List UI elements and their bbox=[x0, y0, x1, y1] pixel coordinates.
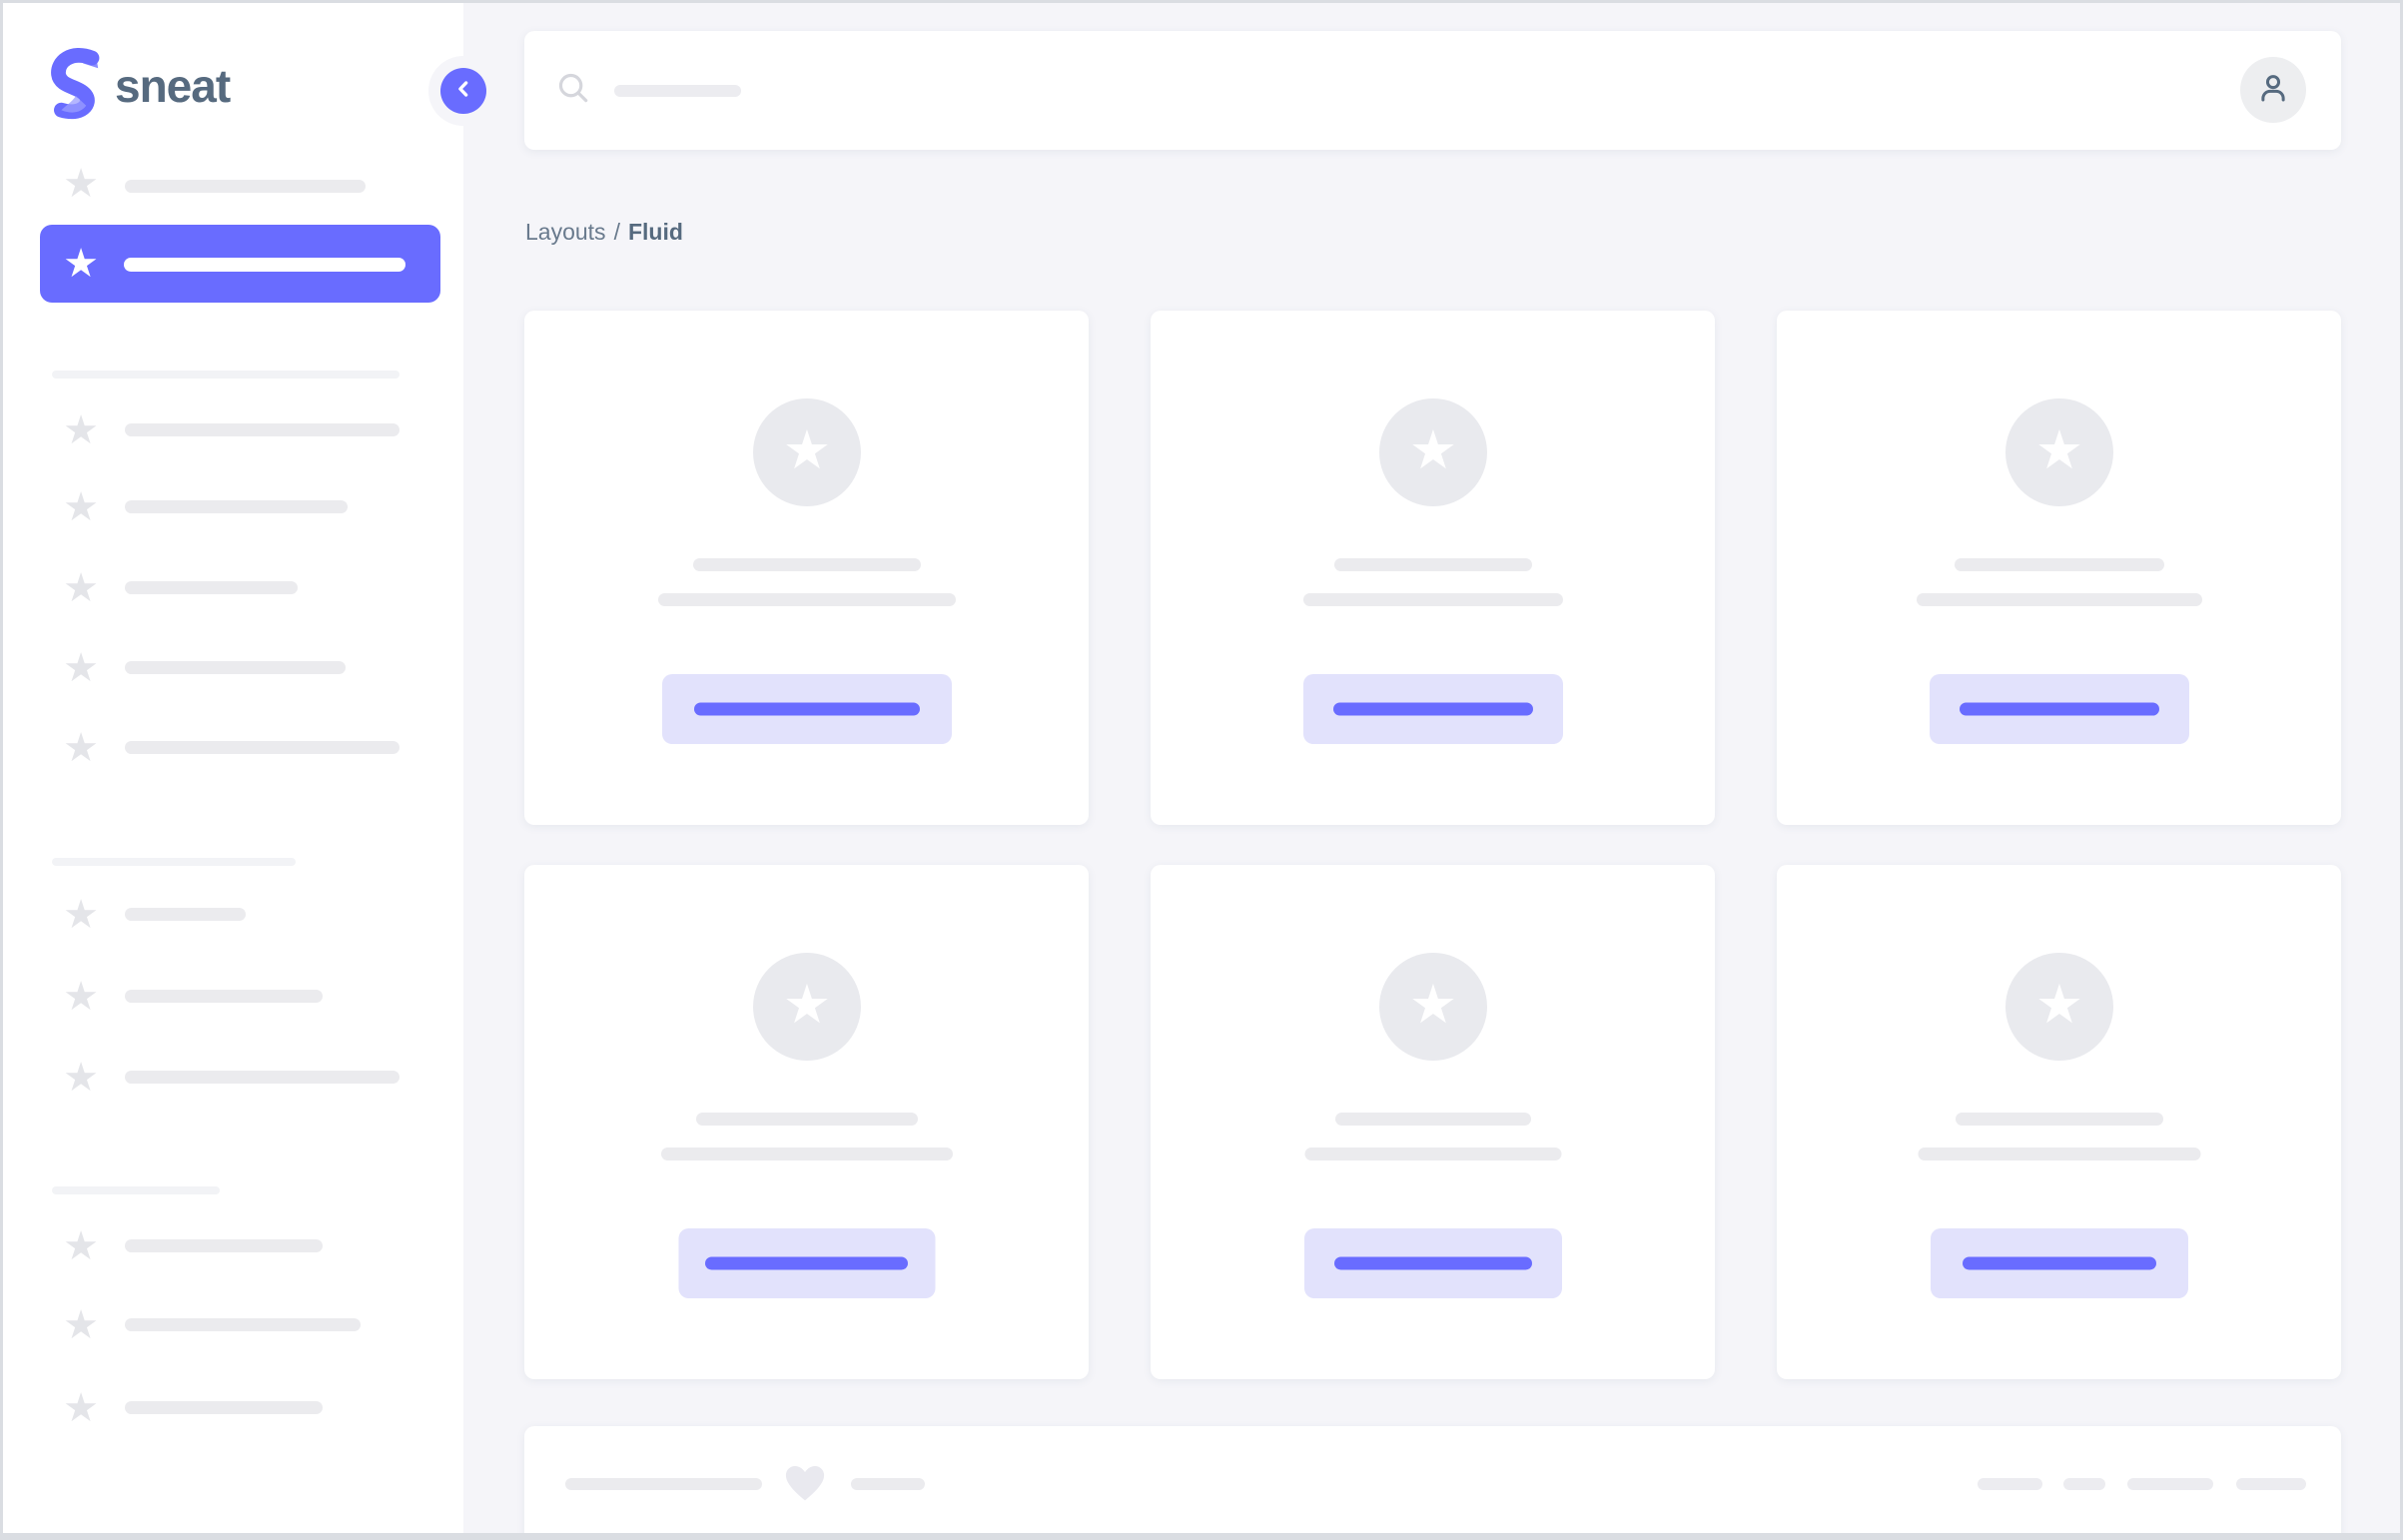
skeleton-section-title bbox=[52, 371, 400, 379]
search-placeholder-skeleton bbox=[614, 84, 741, 97]
star-icon: ★ bbox=[63, 485, 99, 529]
skeleton-button-label bbox=[1962, 1256, 2156, 1270]
skeleton-label bbox=[125, 581, 298, 594]
star-icon: ★ bbox=[63, 1303, 99, 1347]
skeleton-card: ★ bbox=[524, 311, 1089, 825]
star-avatar: ★ bbox=[2005, 398, 2113, 506]
star-icon: ★ bbox=[1408, 420, 1458, 480]
sidebar: sneat ★ ★ ★ ★ ★ ★ ★ bbox=[3, 3, 463, 1533]
skeleton-text-line bbox=[1302, 593, 1563, 606]
star-icon: ★ bbox=[63, 975, 99, 1019]
sidebar-item-active[interactable]: ★ bbox=[40, 225, 440, 303]
star-icon: ★ bbox=[1408, 975, 1458, 1035]
skeleton-primary-button[interactable] bbox=[1930, 1228, 2188, 1298]
person-icon bbox=[2254, 69, 2292, 112]
skeleton-pagination-pill[interactable] bbox=[2127, 1478, 2213, 1490]
skeleton-label bbox=[124, 258, 405, 272]
skeleton-text-line bbox=[1333, 558, 1532, 571]
star-icon: ★ bbox=[782, 420, 832, 480]
skeleton-text-line bbox=[692, 558, 921, 571]
breadcrumb-section[interactable]: Layouts bbox=[525, 219, 606, 245]
star-icon: ★ bbox=[63, 1056, 99, 1100]
user-avatar[interactable] bbox=[2240, 57, 2306, 123]
skeleton-label bbox=[125, 908, 246, 921]
skeleton-text-line bbox=[1954, 558, 2164, 571]
skeleton-button-label bbox=[1959, 702, 2159, 716]
skeleton-label bbox=[125, 500, 348, 513]
skeleton-pagination-pill[interactable] bbox=[2236, 1478, 2306, 1490]
skeleton-button-label bbox=[1332, 702, 1533, 716]
skeleton-primary-button[interactable] bbox=[661, 674, 952, 744]
star-avatar: ★ bbox=[753, 398, 861, 506]
star-avatar: ★ bbox=[1379, 953, 1487, 1061]
skeleton-card: ★ bbox=[1151, 311, 1715, 825]
breadcrumb: Layouts / Fluid bbox=[525, 217, 683, 247]
heart-icon[interactable] bbox=[782, 1461, 828, 1508]
star-icon: ★ bbox=[2034, 975, 2084, 1035]
skeleton-text-line bbox=[657, 593, 956, 606]
skeleton-label bbox=[125, 990, 323, 1003]
skeleton-text-line bbox=[1304, 1148, 1561, 1160]
skeleton-label bbox=[125, 1318, 361, 1331]
skeleton-card: ★ bbox=[1151, 865, 1715, 1379]
star-icon: ★ bbox=[782, 975, 832, 1035]
skeleton-primary-button[interactable] bbox=[1929, 674, 2189, 744]
star-icon: ★ bbox=[63, 1386, 99, 1430]
chevron-left-icon bbox=[449, 75, 477, 108]
skeleton-text-line bbox=[1955, 1113, 2163, 1126]
star-icon: ★ bbox=[63, 1224, 99, 1268]
sidebar-collapse-button[interactable] bbox=[440, 68, 486, 114]
skeleton-label bbox=[125, 1239, 323, 1252]
search-icon bbox=[554, 69, 592, 112]
skeleton-text-line bbox=[565, 1478, 762, 1490]
skeleton-label bbox=[125, 1071, 400, 1084]
brand[interactable]: sneat bbox=[47, 43, 231, 129]
card-grid: ★ ★ ★ ★ ★ bbox=[524, 311, 2341, 1379]
star-icon: ★ bbox=[63, 162, 99, 206]
skeleton-button-label bbox=[1333, 1256, 1532, 1270]
star-avatar: ★ bbox=[753, 953, 861, 1061]
skeleton-pagination-pill[interactable] bbox=[1978, 1478, 2042, 1490]
brand-name: sneat bbox=[115, 60, 231, 112]
search-input[interactable] bbox=[554, 31, 741, 150]
skeleton-pagination-pill[interactable] bbox=[2063, 1478, 2105, 1490]
skeleton-card: ★ bbox=[524, 865, 1089, 1379]
skeleton-label bbox=[125, 180, 366, 193]
skeleton-primary-button[interactable] bbox=[1303, 1228, 1562, 1298]
skeleton-label bbox=[125, 1401, 323, 1414]
skeleton-section-title bbox=[52, 858, 296, 866]
star-icon: ★ bbox=[63, 893, 99, 937]
sneat-logo-icon bbox=[47, 47, 101, 126]
skeleton-text-line bbox=[1916, 593, 2202, 606]
skeleton-card: ★ bbox=[1777, 311, 2341, 825]
star-avatar: ★ bbox=[2005, 953, 2113, 1061]
star-icon: ★ bbox=[63, 408, 99, 452]
star-icon: ★ bbox=[2034, 420, 2084, 480]
breadcrumb-page: Fluid bbox=[627, 219, 683, 245]
star-icon: ★ bbox=[63, 242, 99, 286]
skeleton-card: ★ bbox=[1777, 865, 2341, 1379]
skeleton-label bbox=[125, 661, 346, 674]
skeleton-text-line bbox=[1918, 1148, 2200, 1160]
skeleton-text-line bbox=[660, 1148, 953, 1160]
skeleton-text-line bbox=[851, 1478, 925, 1490]
breadcrumb-separator: / bbox=[613, 219, 620, 245]
star-avatar: ★ bbox=[1379, 398, 1487, 506]
skeleton-primary-button[interactable] bbox=[678, 1228, 935, 1298]
top-navbar bbox=[524, 31, 2341, 150]
star-icon: ★ bbox=[63, 646, 99, 690]
skeleton-label bbox=[125, 741, 400, 754]
skeleton-primary-button[interactable] bbox=[1302, 674, 1563, 744]
bottom-skeleton-card bbox=[524, 1426, 2341, 1533]
skeleton-section-title bbox=[52, 1186, 220, 1194]
skeleton-text-line bbox=[695, 1113, 918, 1126]
star-icon: ★ bbox=[63, 566, 99, 610]
star-icon: ★ bbox=[63, 726, 99, 770]
skeleton-text-line bbox=[1334, 1113, 1531, 1126]
skeleton-label bbox=[125, 423, 400, 436]
skeleton-button-label bbox=[693, 702, 920, 716]
skeleton-button-label bbox=[705, 1256, 908, 1270]
